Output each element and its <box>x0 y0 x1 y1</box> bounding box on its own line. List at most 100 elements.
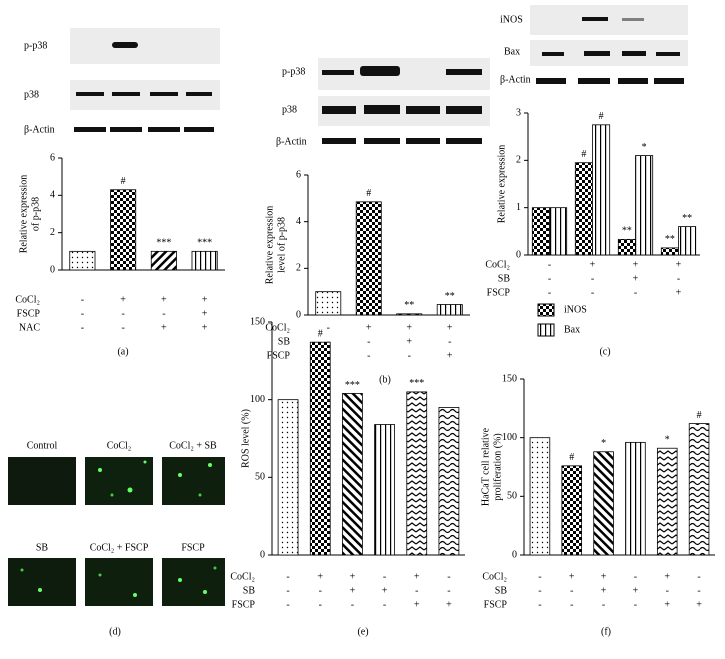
y-axis-label: Relative expression <box>496 145 507 224</box>
condition-sign: + <box>161 294 167 305</box>
bar <box>656 447 678 556</box>
condition-sign: + <box>414 571 420 582</box>
bar <box>529 437 551 556</box>
condition-sign: - <box>286 571 289 582</box>
condition-sign: - <box>538 571 541 582</box>
condition-sign: - <box>447 571 450 582</box>
y-tick-label: 150 <box>502 373 517 384</box>
y-tick-label: 2 <box>296 263 301 274</box>
bar <box>593 451 614 556</box>
condition-sign: + <box>366 322 372 333</box>
micrographs: Control CoCl₂ CoCl₂ + SB SB CoCl₂ + FSCP… <box>8 440 225 606</box>
annotation: *** <box>197 238 212 249</box>
panel-label: (a) <box>117 346 128 357</box>
condition-label: FSCP <box>17 308 41 319</box>
bar <box>374 424 395 556</box>
annotation: ** <box>445 291 455 302</box>
bar <box>342 393 363 556</box>
annotation: ** <box>404 300 414 311</box>
bar <box>277 399 299 556</box>
condition-sign: - <box>591 287 594 298</box>
blot-label: β-Actin <box>276 136 307 147</box>
condition-sign: - <box>367 350 370 361</box>
annotation: # <box>366 188 371 199</box>
blot-label: p38 <box>24 89 39 100</box>
condition-label: CoCl₂ <box>485 259 510 270</box>
annotation: * <box>642 142 647 153</box>
y-tick-label: 4 <box>50 190 55 201</box>
y-tick-label: 3 <box>516 107 521 118</box>
condition-sign: - <box>677 273 680 284</box>
condition-sign: - <box>327 322 330 333</box>
condition-sign: + <box>406 336 412 347</box>
condition-sign: + <box>676 259 682 270</box>
condition-sign: - <box>570 585 573 596</box>
condition-sign: + <box>601 585 607 596</box>
condition-sign: + <box>447 350 453 361</box>
micrograph-label: Control <box>27 440 58 451</box>
blot-label: iNOS <box>500 14 523 25</box>
condition-sign: - <box>548 259 551 270</box>
y-tick-label: 6 <box>50 152 55 163</box>
bar <box>635 155 654 256</box>
panel-label: (d) <box>109 626 121 637</box>
bar <box>396 313 423 316</box>
annotation: # <box>697 410 702 421</box>
condition-label: SB <box>278 336 291 347</box>
condition-sign: - <box>538 585 541 596</box>
condition-label: CoCl₂ <box>15 294 40 305</box>
condition-sign: + <box>317 571 323 582</box>
panel-label: (c) <box>599 346 610 357</box>
condition-sign: - <box>697 571 700 582</box>
condition-sign: - <box>634 287 637 298</box>
bar <box>617 238 636 256</box>
condition-sign: + <box>633 585 639 596</box>
legend-label: Bax <box>564 324 580 335</box>
y-tick-label: 0 <box>516 249 521 260</box>
condition-label: SB <box>495 585 508 596</box>
condition-sign: + <box>414 599 420 610</box>
condition-label: NAC <box>19 322 40 333</box>
y-tick-label: 4 <box>296 216 301 227</box>
condition-sign: + <box>161 322 167 333</box>
bar <box>191 250 218 271</box>
bar <box>69 250 96 271</box>
condition-sign: - <box>286 599 289 610</box>
bar <box>531 207 550 256</box>
y-tick-label: 1 <box>516 202 521 213</box>
condition-sign: + <box>664 599 670 610</box>
annotation: # <box>318 328 323 339</box>
y-axis-label: HaCaT cell relative <box>480 427 491 506</box>
condition-sign: - <box>602 599 605 610</box>
blot-label: β-Actin <box>500 74 531 85</box>
condition-label: SB <box>243 585 256 596</box>
condition-sign: + <box>633 273 639 284</box>
condition-sign: - <box>162 308 165 319</box>
condition-sign: - <box>286 585 289 596</box>
y-tick-label: 2 <box>50 227 55 238</box>
condition-label: FSCP <box>487 287 511 298</box>
condition-label: FSCP <box>267 350 291 361</box>
condition-sign: - <box>383 571 386 582</box>
bar <box>678 226 697 256</box>
y-axis-label: Relative expression <box>264 206 275 285</box>
condition-sign: + <box>569 571 575 582</box>
bar <box>625 441 646 556</box>
y-axis-label: of p-p38 <box>30 197 41 231</box>
condition-sign: + <box>202 308 208 319</box>
condition-sign: - <box>81 322 84 333</box>
condition-sign: - <box>697 585 700 596</box>
condition-sign: + <box>676 287 682 298</box>
condition-sign: + <box>120 294 126 305</box>
condition-label: FSCP <box>232 599 256 610</box>
condition-label: FSCP <box>484 599 508 610</box>
y-tick-label: 150 <box>250 316 265 327</box>
y-tick-label: 0 <box>512 549 517 560</box>
y-tick-label: 50 <box>507 491 517 502</box>
condition-sign: + <box>447 322 453 333</box>
condition-sign: - <box>634 599 637 610</box>
condition-label: CoCl₂ <box>230 571 255 582</box>
blot-c: iNOS Bax β-Actin <box>500 5 688 85</box>
bar <box>309 341 331 556</box>
